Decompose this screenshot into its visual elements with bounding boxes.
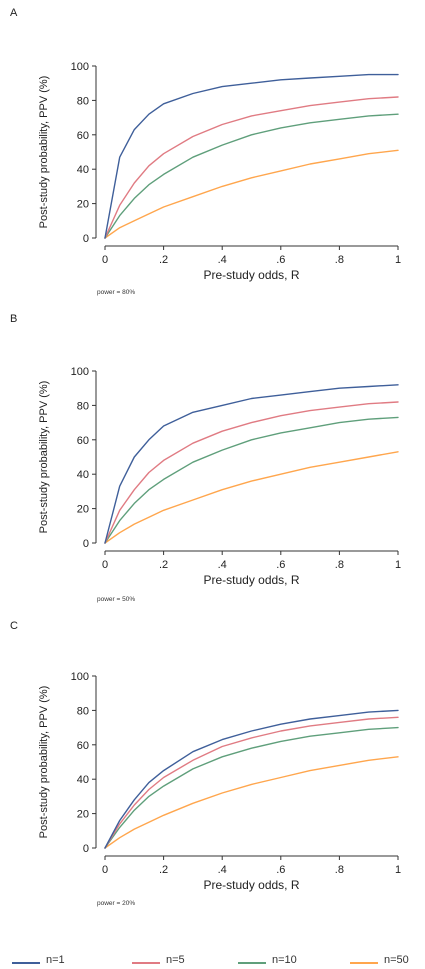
legend-swatch-n10 [238, 962, 266, 964]
y-tick-label: 20 [77, 809, 89, 821]
panel-label-c: C [10, 620, 18, 632]
panel-label-a: A [10, 7, 18, 19]
series-line-n50 [104, 756, 399, 849]
series-line-n5 [104, 96, 399, 239]
x-tick-label: 1 [395, 864, 401, 876]
y-tick-label: 80 [77, 705, 89, 717]
y-tick-label: 0 [83, 538, 89, 550]
x-tick-label: 1 [395, 559, 401, 571]
power-note-a: power = 80% [97, 289, 136, 296]
legend-label-n5: n=5 [166, 954, 185, 966]
x-tick-label: 1 [395, 254, 401, 266]
legend-label-n50: n=50 [384, 954, 409, 966]
series-line-n10 [104, 726, 399, 849]
legend-swatch-n1 [12, 962, 40, 964]
legend: n=1 n=5 n=10 n=50 [0, 954, 425, 969]
panel-label-b: B [10, 313, 18, 325]
legend-swatch-n5 [132, 962, 160, 964]
y-tick-label: 80 [77, 95, 89, 107]
y-tick-label: 20 [77, 199, 89, 211]
series-line-n1 [104, 73, 399, 239]
legend-swatch-n50 [350, 962, 378, 964]
y-axis-title: Post-study probability, PPV (%) [38, 381, 50, 534]
x-tick-label: .2 [159, 559, 168, 571]
chart-panel-a: 0 20 40 60 80 100 0 .2 .4 .6 .8 1 Pre-study odds, R P… [38, 61, 401, 282]
y-tick-label: 0 [83, 233, 89, 245]
y-tick-label: 20 [77, 504, 89, 516]
power-note-b: power = 50% [97, 596, 136, 603]
y-tick-label: 100 [71, 61, 89, 73]
y-tick-label: 40 [77, 164, 89, 176]
y-tick-label: 40 [77, 774, 89, 786]
x-tick-label: .8 [335, 254, 344, 266]
x-tick-label: .4 [218, 864, 227, 876]
x-tick-label: .2 [159, 864, 168, 876]
series-line-n5 [104, 401, 399, 544]
legend-label-n10: n=10 [272, 954, 297, 966]
x-tick-label: 0 [102, 864, 108, 876]
y-axis-title: Post-study probability, PPV (%) [38, 76, 50, 229]
legend-label-n1: n=1 [46, 954, 65, 966]
y-tick-label: 60 [77, 130, 89, 142]
x-axis-title: Pre-study odds, R [203, 573, 299, 587]
chart-panel-c: 0 20 40 60 80 100 0 .2 .4 .6 .8 1 Pre-study odds, R P… [38, 671, 401, 892]
x-tick-label: .2 [159, 254, 168, 266]
series-line-n10 [104, 113, 399, 239]
series-line-n5 [104, 716, 399, 849]
series-line-n10 [104, 416, 399, 544]
series-line-n1 [104, 709, 399, 849]
x-tick-label: 0 [102, 254, 108, 266]
x-tick-label: .4 [218, 254, 227, 266]
x-axis-title: Pre-study odds, R [203, 268, 299, 282]
y-tick-label: 60 [77, 435, 89, 447]
series-line-n50 [104, 451, 399, 544]
y-tick-label: 100 [71, 671, 89, 683]
y-tick-label: 80 [77, 400, 89, 412]
chart-panel-b: 0 20 40 60 80 100 0 .2 .4 .6 .8 1 Pre-study odds, R P… [38, 366, 401, 587]
x-tick-label: .8 [335, 864, 344, 876]
y-tick-label: 0 [83, 843, 89, 855]
x-tick-label: .6 [276, 864, 285, 876]
x-tick-label: .6 [276, 254, 285, 266]
series-line-n1 [104, 384, 399, 544]
y-axis-title: Post-study probability, PPV (%) [38, 686, 50, 839]
x-tick-label: 0 [102, 559, 108, 571]
series-line-n50 [104, 149, 399, 239]
x-tick-label: .6 [276, 559, 285, 571]
y-tick-label: 100 [71, 366, 89, 378]
y-tick-label: 60 [77, 740, 89, 752]
x-tick-label: .8 [335, 559, 344, 571]
power-note-c: power = 20% [97, 900, 136, 907]
x-tick-label: .4 [218, 559, 227, 571]
y-tick-label: 40 [77, 469, 89, 481]
x-axis-title: Pre-study odds, R [203, 878, 299, 892]
